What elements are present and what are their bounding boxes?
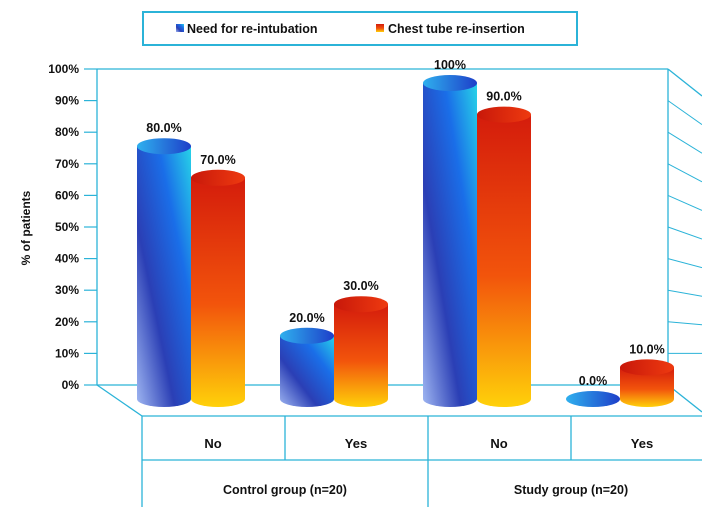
side-wall-tick: [667, 226, 702, 240]
bar-top: [477, 106, 531, 123]
bar-top: [334, 296, 388, 313]
legend-label-chest-tube: Chest tube re-insertion: [388, 22, 525, 36]
y-tick-label: 0%: [62, 378, 80, 392]
side-wall-tick: [667, 131, 702, 154]
bar: [137, 138, 191, 407]
side-wall-top: [667, 68, 702, 97]
data-label: 10.0%: [629, 342, 664, 356]
category-label: No: [204, 436, 221, 451]
bar-top: [280, 327, 334, 344]
y-tick-label: 50%: [55, 220, 79, 234]
bar: [620, 359, 674, 407]
legend-swatch-re-intubation: [176, 24, 184, 32]
data-labels: 80.0% 70.0% 20.0% 30.0% 100% 90.0% 0.0% 10.0%: [146, 58, 664, 388]
bar-body: [423, 83, 477, 407]
bar-body: [334, 304, 388, 407]
category-table: [141, 416, 702, 507]
bar-top: [137, 138, 191, 155]
bar-body: [620, 367, 674, 407]
side-wall-tick: [667, 100, 702, 126]
y-tick-label: 30%: [55, 283, 79, 297]
y-tick-label: 40%: [55, 252, 79, 266]
data-label: 0.0%: [579, 374, 608, 388]
y-tick-label: 60%: [55, 188, 79, 202]
bars: [137, 75, 674, 407]
legend-label-re-intubation: Need for re-intubation: [187, 22, 318, 36]
bar: [280, 327, 334, 407]
y-tick-label: 20%: [55, 315, 79, 329]
category-labels: No Yes No Yes: [204, 436, 653, 451]
data-label: 100%: [434, 58, 466, 72]
legend-swatch-chest-tube: [376, 24, 384, 32]
y-tick-label: 90%: [55, 94, 79, 108]
bar: [477, 106, 531, 407]
y-tick-label: 80%: [55, 125, 79, 139]
category-label: Yes: [631, 436, 653, 451]
bar-top: [191, 169, 245, 186]
y-tick-label: 100%: [48, 62, 79, 76]
floor-left-edge: [96, 384, 143, 417]
data-label: 20.0%: [289, 311, 324, 325]
bar-top: [566, 391, 620, 407]
legend-box: [142, 11, 578, 46]
data-label: 70.0%: [200, 153, 235, 167]
bar-body: [137, 146, 191, 407]
bar: [566, 391, 620, 407]
side-wall-ticks: [667, 100, 702, 354]
category-label: No: [490, 436, 507, 451]
bar-body: [280, 335, 334, 407]
data-label: 80.0%: [146, 121, 181, 135]
group-labels: Control group (n=20) Study group (n=20): [223, 483, 628, 497]
bar-body: [477, 114, 531, 407]
y-tick-label: 10%: [55, 346, 79, 360]
side-wall-tick: [667, 163, 702, 183]
group-label: Study group (n=20): [514, 483, 628, 497]
side-wall-tick: [667, 258, 702, 269]
bar-body: [191, 177, 245, 407]
y-tick-label: 70%: [55, 157, 79, 171]
data-label: 30.0%: [343, 279, 378, 293]
side-wall-tick: [667, 321, 702, 326]
y-axis: 0% 10% 20% 30% 40% 50% 60% 70% 80% 90% 100%: [48, 62, 97, 392]
bar-top: [620, 359, 674, 376]
legend: Need for re-intubation Chest tube re-ins…: [142, 11, 578, 46]
bar: [334, 296, 388, 407]
side-wall-tick: [667, 289, 702, 297]
y-axis-title: % of patients: [19, 190, 33, 265]
data-label: 90.0%: [486, 90, 521, 104]
group-label: Control group (n=20): [223, 483, 347, 497]
side-wall-tick: [667, 194, 702, 211]
bar: [191, 169, 245, 407]
bar-top: [423, 75, 477, 91]
bar: [423, 75, 477, 407]
category-label: Yes: [345, 436, 367, 451]
